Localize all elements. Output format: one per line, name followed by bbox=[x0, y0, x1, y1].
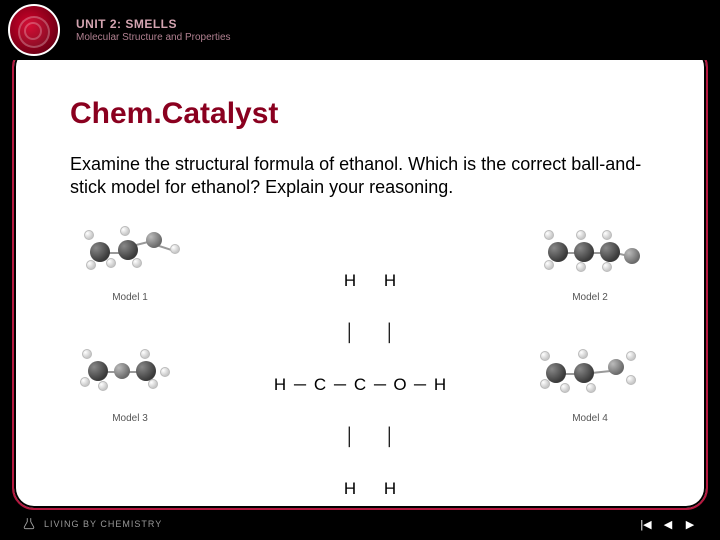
rose-logo-icon bbox=[8, 4, 60, 56]
model-1-molecule bbox=[70, 212, 190, 290]
model-3-molecule bbox=[70, 333, 190, 411]
structural-formula: H H │ │ H─C─C─O─H │ │ H H bbox=[270, 237, 450, 531]
nav-prev-button[interactable]: ◀ bbox=[660, 516, 676, 532]
slide-body: Examine the structural formula of ethano… bbox=[70, 153, 650, 198]
footer-brand-text: LIVING BY CHEMISTRY bbox=[44, 519, 162, 529]
flask-icon bbox=[22, 517, 36, 531]
model-4: Model 4 bbox=[530, 333, 650, 424]
nav-buttons: |◀ ◀ ▶ bbox=[638, 516, 698, 532]
slide-title: Chem.Catalyst bbox=[70, 97, 650, 131]
slide-footer: LIVING BY CHEMISTRY |◀ ◀ ▶ bbox=[0, 512, 720, 536]
model-4-molecule bbox=[530, 333, 650, 411]
unit-subtitle: Molecular Structure and Properties bbox=[76, 32, 231, 43]
nav-first-button[interactable]: |◀ bbox=[638, 516, 654, 532]
footer-brand-group: LIVING BY CHEMISTRY bbox=[22, 517, 162, 531]
slide-card: Chem.Catalyst Examine the structural for… bbox=[12, 45, 708, 510]
model-2: Model 2 bbox=[530, 212, 650, 303]
models-region: Model 1 Model 2 bbox=[70, 212, 650, 432]
model-4-caption: Model 4 bbox=[530, 413, 650, 424]
unit-label: UNIT 2: SMELLS bbox=[76, 17, 231, 31]
model-1-caption: Model 1 bbox=[70, 292, 190, 303]
nav-next-button[interactable]: ▶ bbox=[682, 516, 698, 532]
slide-header: UNIT 2: SMELLS Molecular Structure and P… bbox=[0, 0, 720, 60]
model-1: Model 1 bbox=[70, 212, 190, 303]
model-3: Model 3 bbox=[70, 333, 190, 424]
model-3-caption: Model 3 bbox=[70, 413, 190, 424]
model-2-caption: Model 2 bbox=[530, 292, 650, 303]
header-text: UNIT 2: SMELLS Molecular Structure and P… bbox=[76, 17, 231, 43]
model-2-molecule bbox=[530, 212, 650, 290]
